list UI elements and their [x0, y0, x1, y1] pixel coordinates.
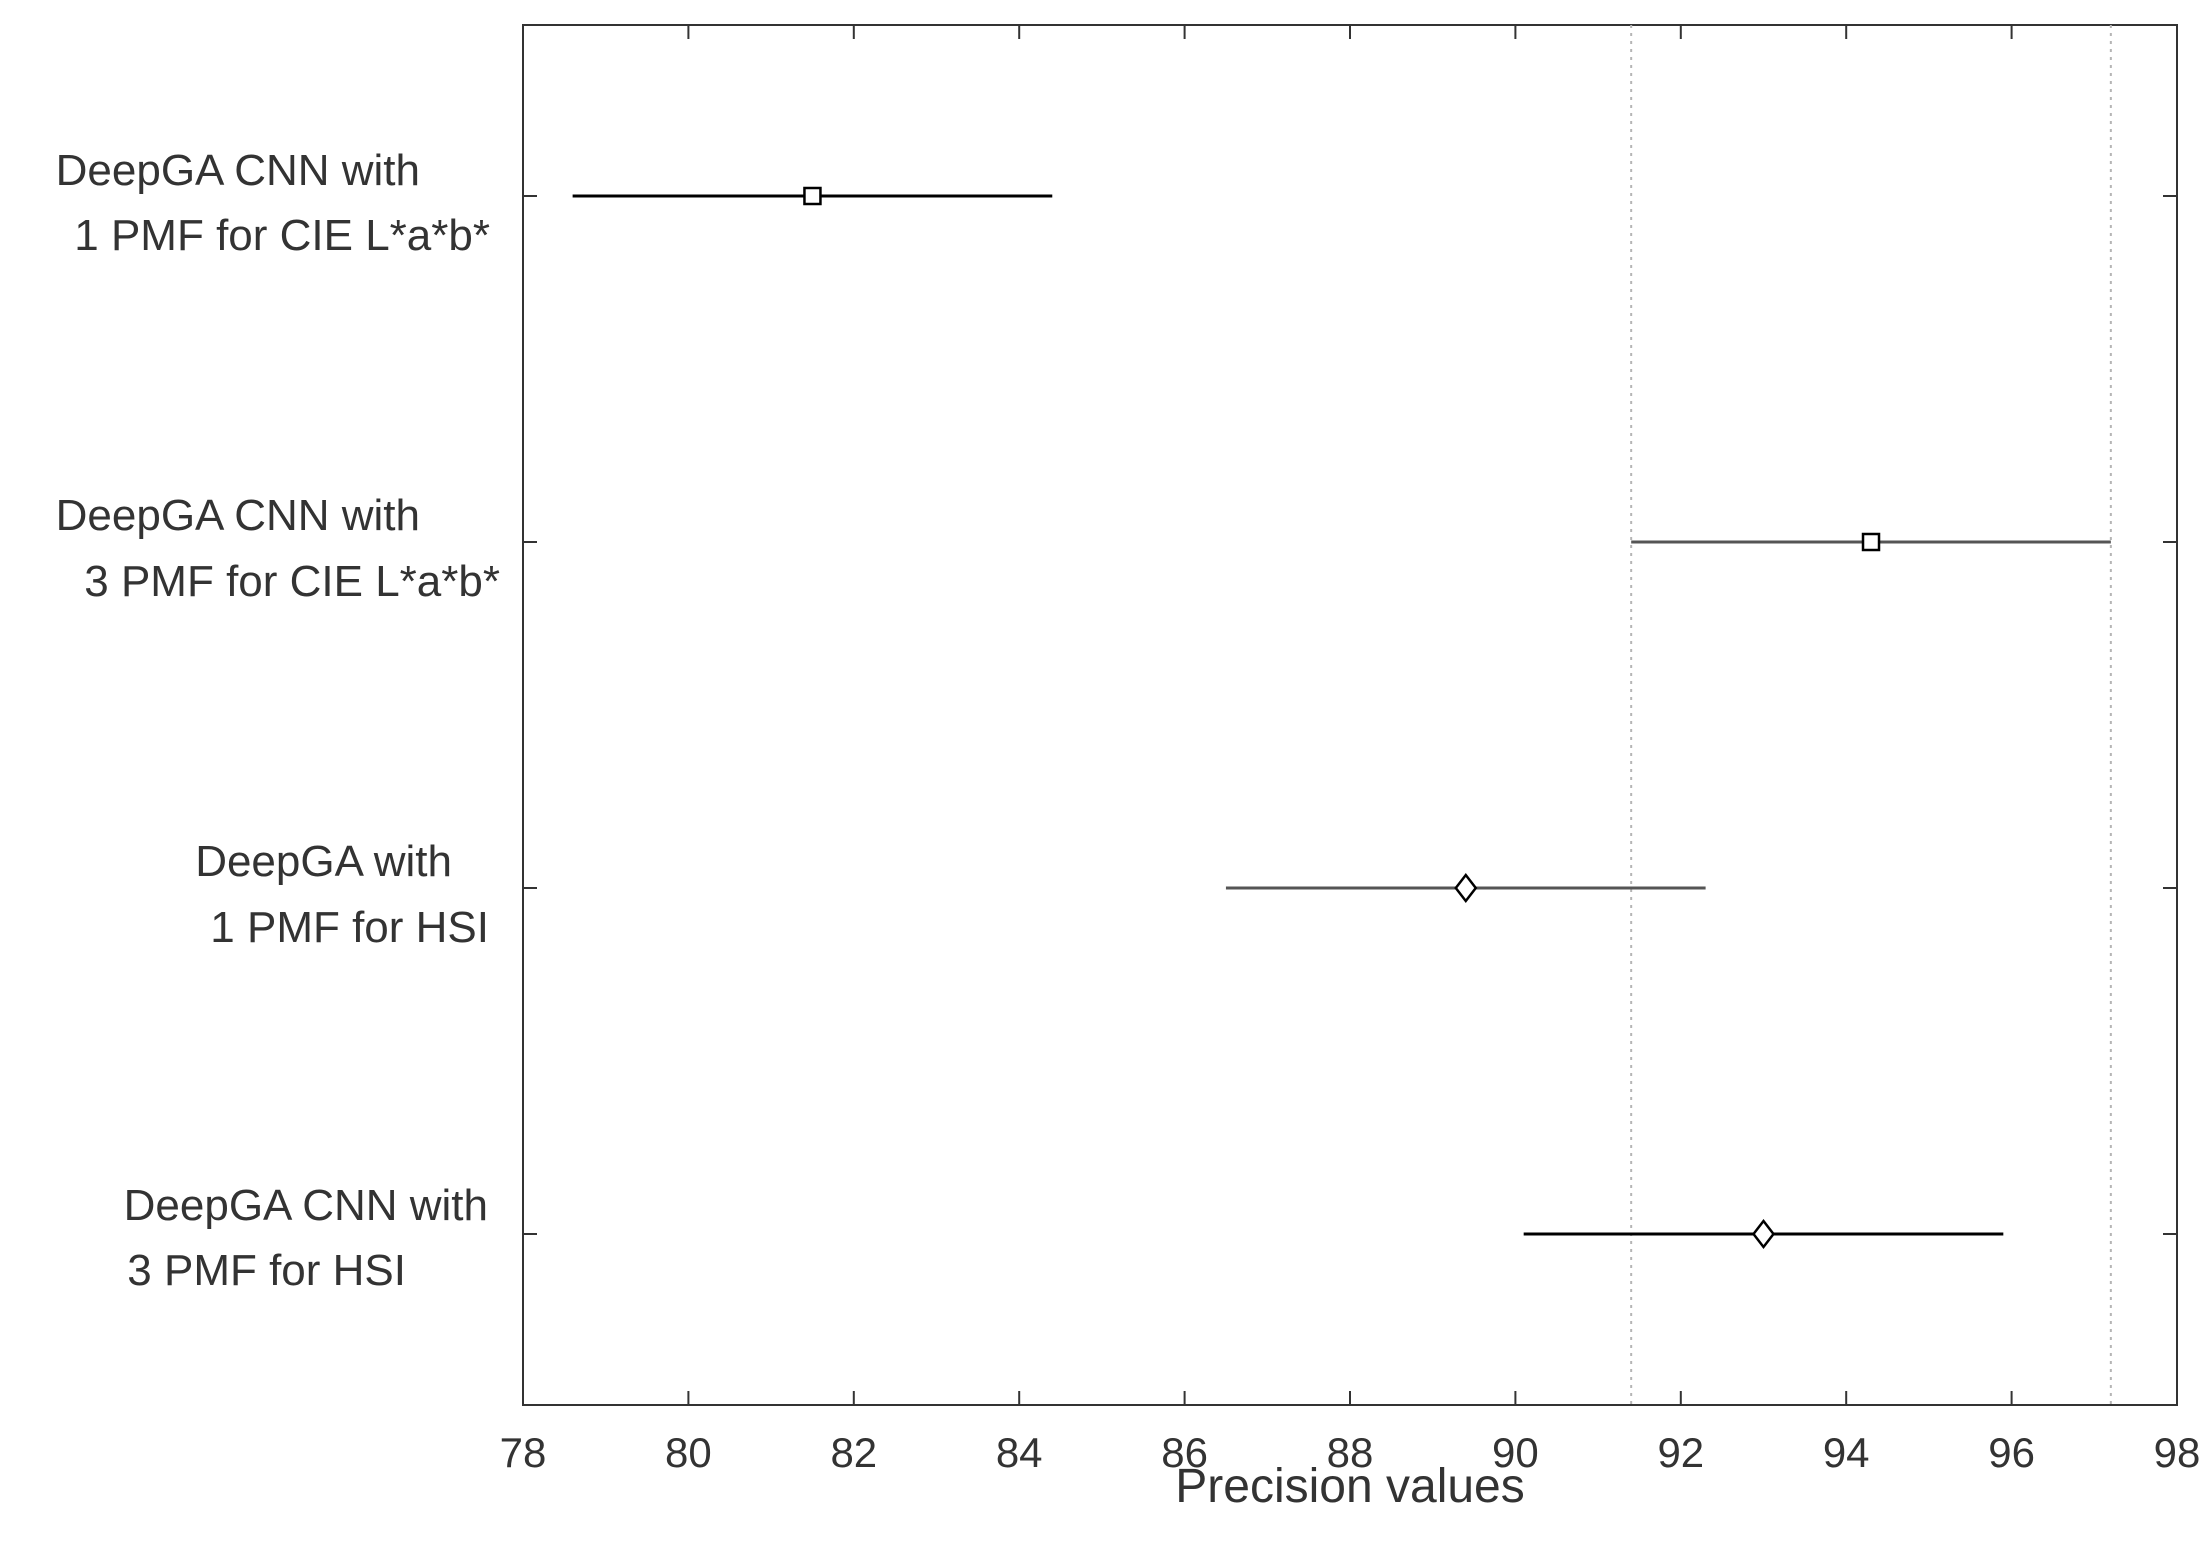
- reference-lines: [1630, 25, 2112, 1405]
- estimate-marker-2: [1861, 532, 1881, 552]
- x-tick-label: 90: [1492, 1429, 1539, 1476]
- x-axis-ticks: 78 80 82 84 86 88 90 92 94 96 98: [500, 25, 2201, 1476]
- x-tick-label: 78: [500, 1429, 547, 1476]
- x-tick-label: 84: [996, 1429, 1043, 1476]
- interval-series: [572, 186, 2111, 1250]
- x-tick-label: 86: [1161, 1429, 1208, 1476]
- x-tick-label: 80: [665, 1429, 712, 1476]
- plot-area: [522, 24, 2178, 1406]
- category-label-1-line-2: 1 PMF for CIE L*a*b*: [74, 211, 490, 260]
- x-tick-label: 92: [1657, 1429, 1704, 1476]
- estimate-marker-3: [1454, 872, 1478, 904]
- category-label-4-line-2: 3 PMF for HSI: [127, 1246, 406, 1295]
- category-label-1-line-1: DeepGA CNN with: [56, 146, 420, 195]
- category-labels: DeepGA CNN with 1 PMF for CIE L*a*b* DeepG…: [56, 146, 500, 1295]
- category-label-3-line-1: DeepGA with: [195, 837, 452, 886]
- x-tick-label: 94: [1823, 1429, 1870, 1476]
- estimate-marker-1: [803, 186, 822, 206]
- category-label-3-line-2: 1 PMF for HSI: [210, 903, 489, 952]
- x-tick-label: 98: [2154, 1429, 2201, 1476]
- x-axis-title: Precision values: [1175, 1460, 1525, 1513]
- category-label-4-line-1: DeepGA CNN with: [124, 1181, 488, 1230]
- estimate-marker-4: [1751, 1218, 1776, 1250]
- x-tick-label: 96: [1988, 1429, 2035, 1476]
- y-axis-ticks: [523, 195, 2177, 1235]
- x-tick-label: 82: [830, 1429, 877, 1476]
- category-label-2-line-1: DeepGA CNN with: [56, 491, 420, 540]
- x-tick-label: 88: [1327, 1429, 1374, 1476]
- category-label-2-line-2: 3 PMF for CIE L*a*b*: [84, 557, 500, 606]
